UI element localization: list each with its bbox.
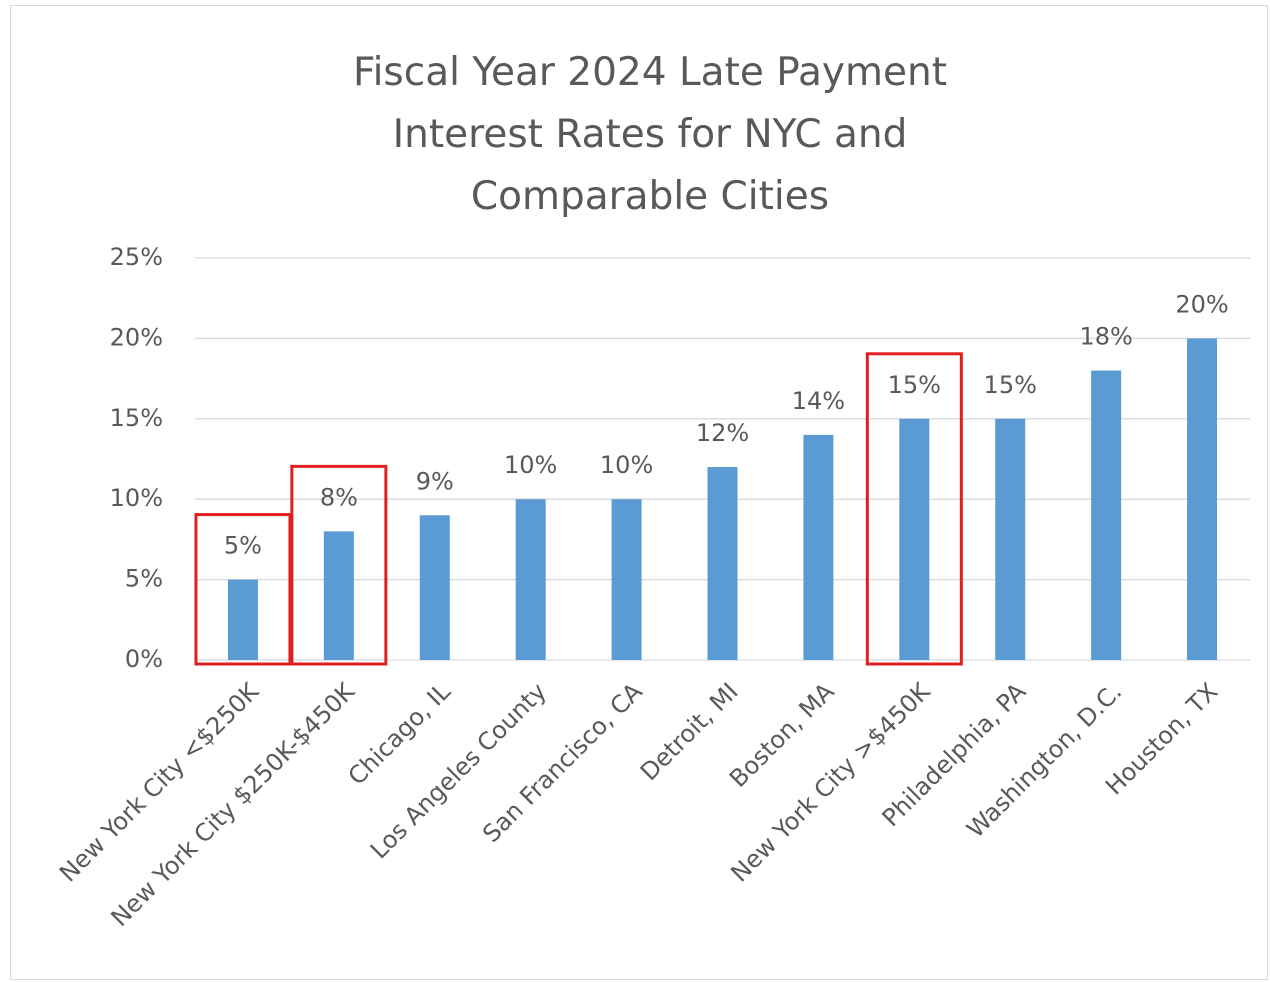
- y-tick-label: 5%: [125, 565, 163, 593]
- x-tick-label: New York City <$250K: [54, 677, 265, 888]
- bar: [515, 499, 546, 660]
- value-label: 15%: [984, 371, 1037, 399]
- bar: [1187, 338, 1218, 660]
- value-label: 12%: [696, 419, 749, 447]
- value-label: 14%: [792, 387, 845, 415]
- bar: [419, 515, 450, 660]
- x-tick-label: Los Angeles County: [365, 677, 552, 864]
- value-label: 8%: [320, 483, 358, 511]
- bar: [1091, 370, 1122, 660]
- value-label: 20%: [1175, 290, 1228, 318]
- y-tick-label: 10%: [110, 484, 163, 512]
- x-tick-label: New York City >$450K: [725, 677, 936, 888]
- value-label: 10%: [600, 451, 653, 479]
- bar: [611, 499, 642, 660]
- value-label: 10%: [504, 451, 557, 479]
- bar: [803, 434, 834, 660]
- y-tick-label: 25%: [110, 243, 163, 271]
- bar: [707, 467, 738, 660]
- bar: [995, 418, 1026, 660]
- value-label: 9%: [416, 467, 454, 495]
- y-tick-label: 20%: [110, 323, 163, 351]
- bar: [899, 418, 930, 660]
- value-label: 18%: [1079, 323, 1132, 351]
- chart-title: Fiscal Year 2024 Late Payment Interest R…: [353, 50, 947, 219]
- y-tick-label: 15%: [110, 404, 163, 432]
- x-tick-label: San Francisco, CA: [477, 677, 648, 848]
- y-tick-label: 0%: [125, 645, 163, 673]
- value-label: 15%: [888, 371, 941, 399]
- bar: [227, 579, 258, 660]
- bar: [323, 531, 354, 660]
- highlight-box: [290, 464, 388, 666]
- highlight-box: [194, 513, 292, 666]
- value-label: 5%: [224, 532, 262, 560]
- chart-frame: [10, 5, 1268, 980]
- highlight-box: [865, 352, 963, 666]
